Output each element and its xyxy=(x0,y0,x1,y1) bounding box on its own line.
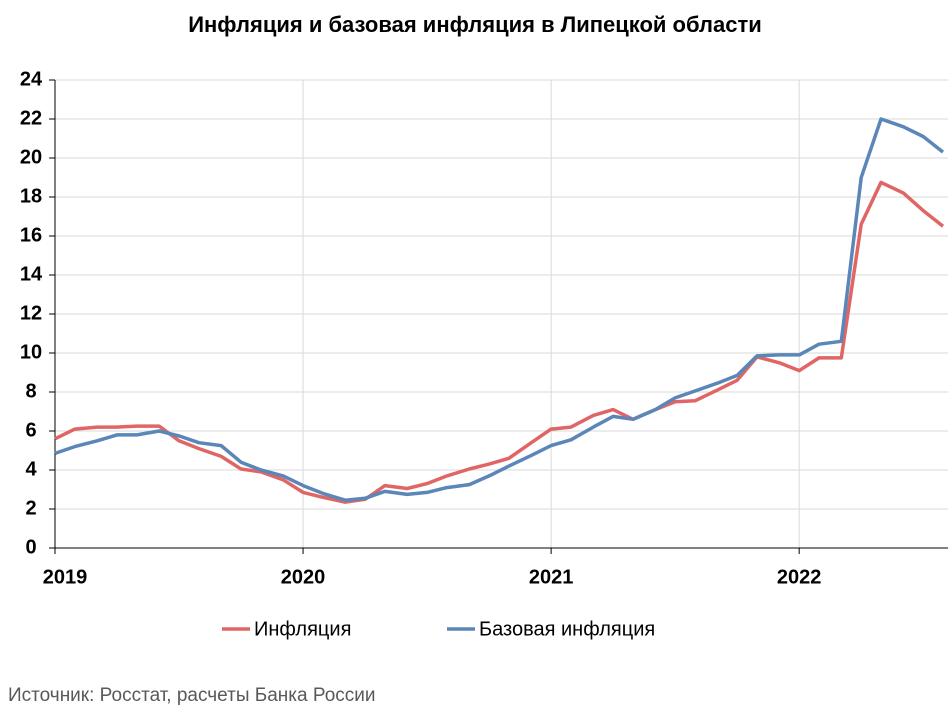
y-tick-label: 18 xyxy=(20,185,42,207)
y-tick-label: 16 xyxy=(20,224,42,246)
legend-label: Инфляция xyxy=(254,618,351,640)
legend-label: Базовая инфляция xyxy=(479,618,655,640)
x-tick-label: 2022 xyxy=(777,566,822,588)
y-tick-label: 12 xyxy=(20,302,42,324)
source-note: Источник: Росстат, расчеты Банка России xyxy=(8,685,376,706)
x-tick-label: 2020 xyxy=(281,566,326,588)
y-tick-label: 22 xyxy=(20,107,42,129)
y-tick-label: 8 xyxy=(25,380,36,402)
y-tick-label: 24 xyxy=(20,68,43,90)
chart-title: Инфляция и базовая инфляция в Липецкой о… xyxy=(188,12,762,37)
x-tick-label: 2019 xyxy=(43,566,88,588)
y-tick-label: 20 xyxy=(20,146,42,168)
y-tick-label: 2 xyxy=(25,497,36,519)
x-tick-label: 2021 xyxy=(529,566,574,588)
y-tick-label: 0 xyxy=(25,536,36,558)
y-tick-label: 10 xyxy=(20,341,42,363)
series-line xyxy=(54,180,945,504)
y-tick-label: 14 xyxy=(20,263,43,285)
series-line xyxy=(54,117,945,502)
y-tick-label: 6 xyxy=(25,419,36,441)
y-tick-label: 4 xyxy=(25,458,37,480)
